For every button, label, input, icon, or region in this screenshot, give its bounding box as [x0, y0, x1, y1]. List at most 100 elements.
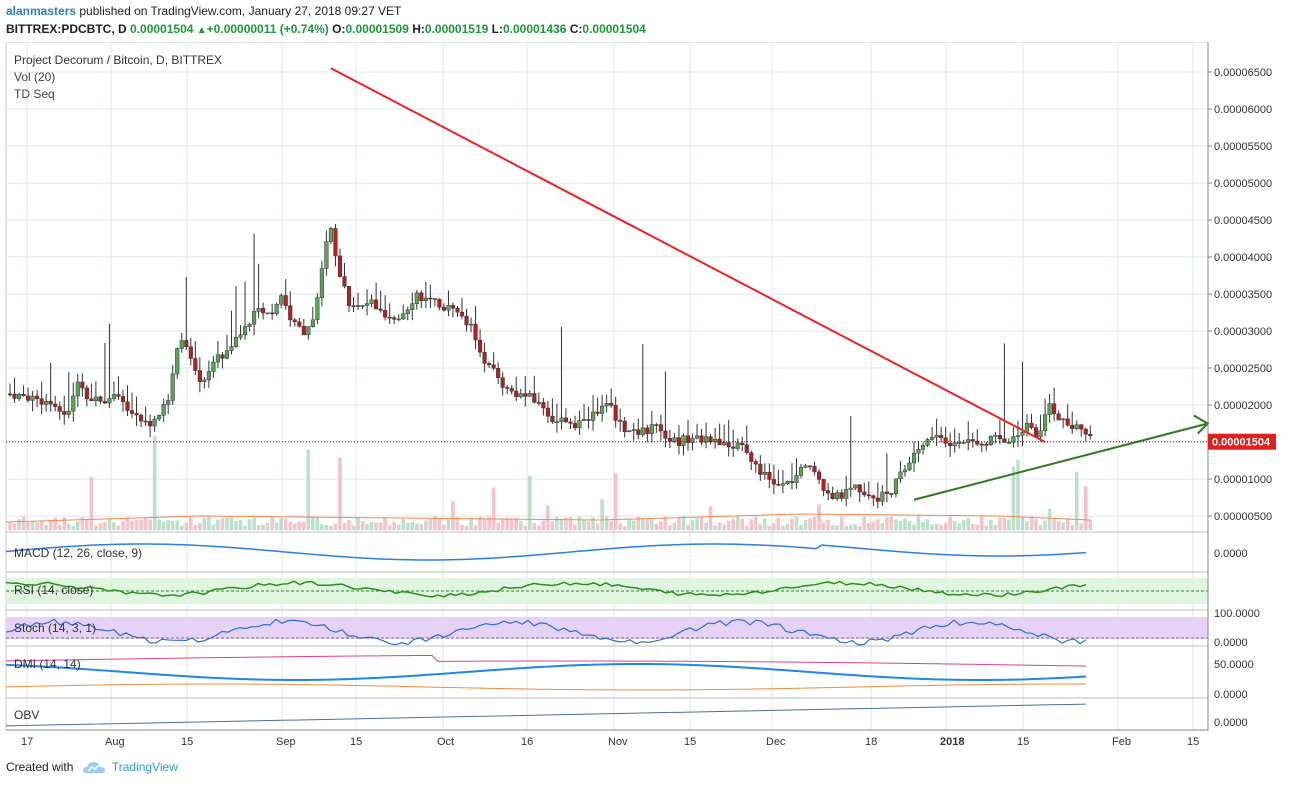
candle-body — [283, 295, 288, 306]
volume-bar — [505, 518, 509, 530]
candle-body — [939, 435, 944, 439]
volume-bar — [170, 520, 175, 530]
volume-bar — [622, 525, 627, 530]
volume-bar — [387, 525, 392, 530]
candle-body — [102, 401, 107, 404]
change-value: +0.00000011 (+0.74%) — [206, 22, 329, 36]
volume-bar — [650, 518, 654, 530]
volume-bar — [839, 516, 844, 530]
volume-bar — [89, 476, 94, 530]
stoch-band — [6, 617, 1208, 639]
volume-bar — [329, 525, 333, 530]
candle-body — [713, 438, 718, 443]
candle-body — [812, 466, 817, 473]
candle-body — [66, 410, 71, 415]
chart-canvas[interactable]: MACD (12, 26, close, 9) RSI (14, close) St… — [0, 42, 1300, 754]
candle-body — [392, 317, 397, 320]
candle-body — [12, 393, 17, 399]
candle-body — [1083, 428, 1088, 435]
volume-bar — [35, 522, 39, 530]
chart-frame — [5, 42, 1209, 731]
volume-bar — [1061, 522, 1065, 530]
candle-body — [30, 395, 35, 401]
volume-bar — [378, 522, 383, 530]
candle-body — [62, 411, 67, 415]
volume-bar — [1011, 466, 1016, 530]
candle-body — [527, 393, 532, 397]
time-tick-label: 15 — [350, 736, 362, 748]
volume-bar — [609, 520, 613, 530]
volume-bar — [699, 516, 704, 530]
candle-body — [355, 305, 361, 307]
indicator-panes: MACD (12, 26, close, 9) RSI (14, close) St… — [5, 531, 1260, 729]
candle-body — [166, 400, 171, 405]
candle-body — [893, 478, 898, 494]
volume-bar — [464, 525, 469, 530]
volume-bar — [460, 524, 464, 530]
candle-body — [1038, 430, 1043, 438]
author-link[interactable]: alanmasters — [6, 4, 77, 18]
candle-body — [410, 303, 415, 310]
volume-bar — [62, 517, 67, 530]
volume-bar — [424, 520, 428, 530]
volume-bar — [57, 524, 62, 530]
tradingview-link[interactable]: TradingView — [111, 760, 178, 774]
volume-bar — [491, 487, 496, 530]
last-price: 0.00001504 — [130, 22, 194, 36]
volume-bar — [758, 524, 763, 530]
volume-bar — [184, 522, 189, 530]
volume-bar — [591, 517, 595, 530]
candle-body — [1011, 436, 1016, 443]
volume-bar — [541, 520, 546, 530]
volume-bar — [1043, 520, 1047, 530]
candle-body — [7, 393, 13, 396]
candle-body — [337, 255, 343, 277]
candle-body — [378, 308, 383, 311]
volume-bar — [925, 519, 930, 530]
candle-body — [581, 419, 587, 421]
volume-bar — [686, 524, 690, 530]
volume-bar — [161, 522, 166, 530]
macd-line — [5, 543, 1087, 561]
candle-body — [862, 491, 867, 496]
volume-bar — [1025, 521, 1029, 530]
volume-bar — [369, 522, 374, 530]
dmi-axis-top: 50.0000 — [1214, 659, 1254, 671]
candle-body — [441, 306, 446, 311]
volume-bar — [356, 517, 360, 530]
price-tick-label: 0.00006000 — [1214, 104, 1272, 116]
candle-body — [523, 393, 528, 397]
volume-bar — [1034, 519, 1038, 530]
volume-bar — [48, 519, 53, 530]
volume-bar — [889, 516, 894, 530]
candle-body — [170, 373, 175, 401]
volume-bar — [39, 521, 44, 530]
volume-bar — [1088, 520, 1093, 530]
candle-body — [491, 364, 496, 369]
candle-body — [184, 340, 189, 347]
volume-bar — [993, 524, 998, 530]
volume-bar — [216, 519, 220, 530]
volume-bar — [193, 525, 198, 530]
candles — [7, 223, 1093, 509]
candle-body — [211, 361, 216, 372]
candle-body — [1074, 424, 1079, 429]
footer: Created with TradingView — [6, 760, 178, 775]
volume-bar — [283, 518, 288, 530]
candle-body — [89, 398, 94, 401]
volume-bar — [600, 499, 604, 530]
candle-body — [925, 439, 930, 446]
candle-body — [482, 351, 487, 364]
candle-body — [844, 489, 849, 499]
candle-body — [473, 323, 478, 341]
candle-body — [826, 490, 831, 494]
open-value: 0.00001509 — [345, 22, 409, 36]
volume-bar — [442, 524, 446, 530]
volume-bar — [292, 523, 297, 530]
volume-bar — [1002, 517, 1007, 530]
volume-bar — [446, 519, 451, 530]
volume-bar — [998, 518, 1002, 530]
volume-bar — [803, 519, 808, 530]
candle-body — [139, 414, 144, 422]
candle-body — [934, 435, 939, 438]
